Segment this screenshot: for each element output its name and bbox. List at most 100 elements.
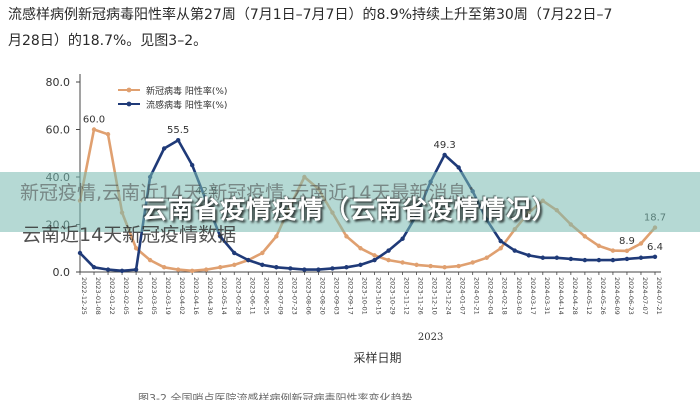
x-tick-label: 2023-08-20 <box>318 277 326 315</box>
x-tick-label: 2023-04-02 <box>178 277 186 315</box>
overlay-band <box>0 172 700 232</box>
data-point <box>218 234 223 239</box>
legend-label: 新冠病毒 阳性率(%) <box>146 85 227 97</box>
y-tick-label: 60.0 <box>46 124 71 137</box>
data-point <box>302 267 307 272</box>
x-tick-label: 2023-04-30 <box>206 277 214 315</box>
x-tick-label: 2023-06-25 <box>262 277 270 315</box>
data-point <box>288 266 293 271</box>
data-point <box>540 255 546 260</box>
data-point <box>246 257 251 263</box>
data-point <box>596 257 602 263</box>
data-point <box>638 255 644 260</box>
x-tick-label: 2023-03-19 <box>164 277 172 315</box>
x-tick-label: 2023-11-12 <box>403 277 411 315</box>
data-point <box>232 262 237 268</box>
data-point <box>344 234 349 239</box>
data-point <box>175 267 181 272</box>
data-point <box>498 238 503 244</box>
data-point <box>91 265 97 270</box>
x-tick-label: 2023-09-03 <box>332 277 340 315</box>
data-point <box>624 248 630 254</box>
legend-marker <box>126 101 132 107</box>
data-label: 49.3 <box>434 140 456 151</box>
x-tick-label: 2023-10-29 <box>389 277 397 315</box>
data-point <box>414 262 419 268</box>
data-point <box>526 253 531 258</box>
x-tick-label: 2024-05-12 <box>585 277 593 315</box>
data-point <box>568 256 574 262</box>
data-point <box>386 248 391 253</box>
x-tick-label: 2024-02-18 <box>501 277 509 315</box>
data-point <box>204 267 209 272</box>
x-tick-label: 2024-07-21 <box>655 277 663 315</box>
x-tick-label: 2024-02-04 <box>487 277 495 315</box>
data-point <box>456 165 461 170</box>
data-point <box>161 265 167 270</box>
data-point <box>442 265 447 270</box>
watermark-line-2: 云南近14天新冠疫情数据 <box>22 224 237 246</box>
x-tick-label: 2023-10-15 <box>375 277 383 315</box>
watermark-line-1: 新冠疫情,云南近14天,新冠疫情,云南近14天最新消息： <box>20 182 486 204</box>
data-point <box>624 256 630 262</box>
data-point <box>344 265 349 270</box>
x-axis-title: 采样日期 <box>353 350 401 365</box>
data-point <box>316 267 321 272</box>
data-point <box>372 253 377 258</box>
year-label: 2023 <box>418 332 443 343</box>
data-point <box>442 152 447 158</box>
x-tick-label: 2023-07-23 <box>290 277 298 315</box>
data-point <box>596 243 602 249</box>
x-tick-label: 2023-01-22 <box>108 277 116 315</box>
data-point <box>105 267 111 272</box>
data-point <box>498 246 503 251</box>
x-tick-label: 2024-03-17 <box>529 277 537 315</box>
y-tick-label: 0.0 <box>53 266 71 279</box>
data-point <box>638 241 644 246</box>
data-point <box>147 257 153 263</box>
data-point <box>386 257 391 263</box>
data-point <box>400 260 405 265</box>
x-tick-label: 2024-04-28 <box>571 277 579 315</box>
x-tick-label: 2024-07-07 <box>641 277 649 315</box>
x-tick-label: 2023-12-10 <box>431 277 439 315</box>
data-point <box>91 127 97 132</box>
data-point <box>133 267 139 272</box>
data-point <box>161 146 167 151</box>
x-tick-label: 2023-02-05 <box>122 277 130 315</box>
data-point <box>189 162 195 168</box>
x-tick-label: 2024-04-14 <box>557 277 565 315</box>
x-tick-label: 2024-06-09 <box>613 277 621 315</box>
data-point <box>77 250 83 256</box>
x-tick-label: 2023-08-06 <box>304 277 312 315</box>
x-tick-label: 2023-10-01 <box>360 277 368 315</box>
data-label: 60.0 <box>83 115 105 126</box>
data-point <box>582 234 588 239</box>
x-tick-label: 2023-03-05 <box>150 277 158 315</box>
x-tick-label: 2024-05-26 <box>599 277 607 315</box>
legend-label: 流感病毒 阳性率(%) <box>146 99 227 111</box>
data-point <box>484 255 489 260</box>
data-point <box>652 254 658 259</box>
chart-legend: 新冠病毒 阳性率(%) 流感病毒 阳性率(%) <box>118 85 227 111</box>
article-line-2: 月28日）的18.7%。见图3–2。 <box>8 33 208 49</box>
data-point <box>260 262 265 268</box>
data-point <box>554 255 560 260</box>
x-tick-label: 2023-05-28 <box>234 277 242 315</box>
data-point <box>119 268 125 274</box>
x-tick-label: 2023-04-16 <box>192 277 200 315</box>
data-point <box>610 257 616 263</box>
data-point <box>105 132 111 137</box>
data-point <box>456 263 461 269</box>
x-tick-label: 2023-12-24 <box>445 277 453 315</box>
data-point <box>133 246 139 251</box>
series-line-1 <box>79 138 656 273</box>
data-point <box>232 250 237 256</box>
y-tick-label: 80.0 <box>46 76 71 89</box>
legend-marker <box>126 87 132 93</box>
data-point <box>218 265 223 270</box>
x-tick-label: 2023-11-26 <box>417 277 425 315</box>
data-point <box>330 266 335 271</box>
data-point <box>400 236 405 241</box>
